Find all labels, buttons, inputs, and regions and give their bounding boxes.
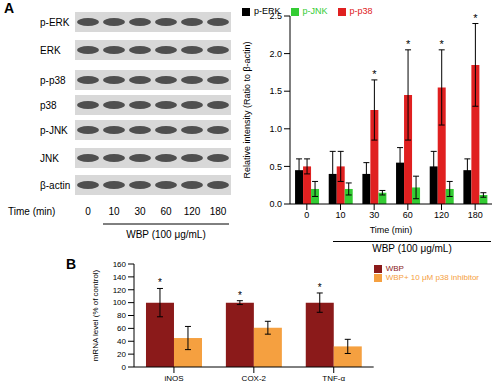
svg-text:p38: p38 xyxy=(40,100,57,111)
svg-text:20: 20 xyxy=(117,350,126,359)
svg-text:0: 0 xyxy=(85,206,91,217)
svg-text:*: * xyxy=(372,68,377,80)
svg-text:0: 0 xyxy=(122,363,127,372)
svg-text:ERK: ERK xyxy=(40,45,61,56)
svg-text:1.5: 1.5 xyxy=(269,86,282,96)
svg-text:10: 10 xyxy=(108,206,120,217)
svg-text:120: 120 xyxy=(113,286,127,295)
svg-text:2.5: 2.5 xyxy=(269,11,282,21)
svg-text:Time (min): Time (min) xyxy=(8,206,55,217)
svg-text:COX-2: COX-2 xyxy=(242,374,267,383)
svg-text:30: 30 xyxy=(369,210,379,220)
svg-text:p-p38: p-p38 xyxy=(40,75,66,86)
svg-text:Relative intensity (Ratio to β: Relative intensity (Ratio to β-actin) xyxy=(242,41,252,178)
svg-text:120: 120 xyxy=(434,210,449,220)
svg-text:iNOS: iNOS xyxy=(164,374,183,383)
svg-text:80: 80 xyxy=(117,311,126,320)
svg-text:40: 40 xyxy=(117,337,126,346)
svg-text:0.5: 0.5 xyxy=(269,162,282,172)
svg-text:Time (min): Time (min) xyxy=(370,225,413,235)
svg-text:mRNA level (% of control): mRNA level (% of control) xyxy=(91,269,100,361)
svg-text:0: 0 xyxy=(304,210,309,220)
svg-text:WBP (100 μg/mL): WBP (100 μg/mL) xyxy=(126,229,206,240)
svg-text:*: * xyxy=(318,282,322,293)
svg-text:140: 140 xyxy=(113,273,127,282)
svg-text:1.0: 1.0 xyxy=(269,124,282,134)
svg-text:*: * xyxy=(158,277,162,288)
svg-text:*: * xyxy=(473,12,478,24)
svg-text:*: * xyxy=(238,290,242,301)
svg-text:180: 180 xyxy=(468,210,483,220)
svg-text:β-actin: β-actin xyxy=(40,180,70,191)
svg-text:2.0: 2.0 xyxy=(269,49,282,59)
svg-text:p-JNK: p-JNK xyxy=(40,125,68,136)
svg-text:100: 100 xyxy=(113,298,127,307)
svg-text:60: 60 xyxy=(117,324,126,333)
svg-text:60: 60 xyxy=(403,210,413,220)
svg-text:p-ERK: p-ERK xyxy=(40,17,70,28)
svg-text:0.0: 0.0 xyxy=(269,199,282,209)
svg-text:60: 60 xyxy=(160,206,172,217)
svg-text:TNF-α: TNF-α xyxy=(322,374,345,383)
svg-text:160: 160 xyxy=(113,260,127,269)
svg-text:30: 30 xyxy=(134,206,146,217)
svg-text:180: 180 xyxy=(210,206,227,217)
svg-text:*: * xyxy=(406,38,411,50)
svg-text:JNK: JNK xyxy=(40,153,59,164)
svg-text:*: * xyxy=(440,38,445,50)
svg-text:120: 120 xyxy=(184,206,201,217)
svg-text:10: 10 xyxy=(335,210,345,220)
